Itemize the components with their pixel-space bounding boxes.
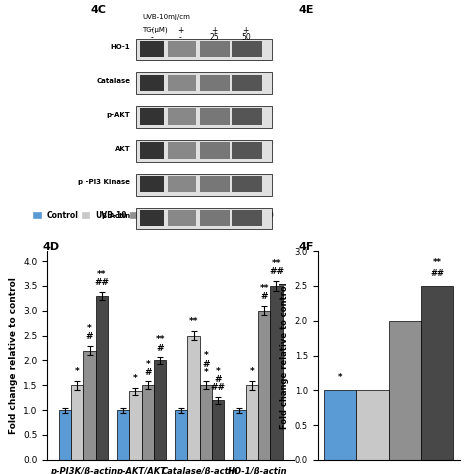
Bar [154,360,166,460]
Bar [200,74,230,91]
Bar [137,38,272,60]
Text: **
##: ** ## [430,258,444,278]
Text: *
#
##: * # ## [211,367,226,392]
Text: 50: 50 [241,33,251,42]
Text: +: + [177,26,183,35]
Bar [200,109,230,125]
Text: **
#: ** # [155,335,165,353]
Text: 4F: 4F [299,242,314,252]
Bar [246,385,258,460]
Text: *
#: * # [144,360,152,377]
Bar [168,210,196,226]
Text: *
#: * # [86,324,93,341]
Text: **
##: ** ## [269,259,284,276]
Text: 4D: 4D [43,242,60,252]
Bar [232,210,262,226]
Text: *: * [338,373,342,382]
Bar [71,385,83,460]
Bar [200,385,212,460]
Text: *
#
*: * # * [202,351,210,377]
Text: -: - [151,33,154,42]
Bar [168,41,196,57]
Bar [168,142,196,158]
Bar [137,73,272,94]
Text: AKT: AKT [115,146,130,152]
Bar [200,41,230,57]
Bar [324,390,356,460]
Bar [96,296,108,460]
Text: +: + [243,26,249,35]
Bar [200,210,230,226]
Text: p-AKT: p-AKT [107,112,130,118]
Text: 4E: 4E [299,5,314,15]
Bar [421,286,453,460]
Bar [200,142,230,158]
Bar [140,74,164,91]
Bar [137,208,272,229]
Bar [140,109,164,125]
Text: -: - [151,26,154,35]
Text: **: ** [189,317,198,326]
Bar [137,140,272,162]
Bar [232,176,262,192]
Y-axis label: Fold change relative to control: Fold change relative to control [280,282,289,429]
Bar [168,74,196,91]
Bar [187,336,200,460]
Text: TG(μM): TG(μM) [142,26,168,33]
Bar [168,109,196,125]
Bar [83,351,96,460]
Legend: Control, UVB-10, UVB10+TG25, UVB10+TG50: Control, UVB-10, UVB10+TG25, UVB10+TG50 [31,209,275,221]
Bar [175,410,187,460]
Bar [232,142,262,158]
Bar [232,41,262,57]
Bar [140,41,164,57]
Bar [168,176,196,192]
Bar [212,400,225,460]
Bar [140,142,164,158]
Text: HO-1: HO-1 [111,44,130,50]
Text: β Actin: β Actin [102,213,130,219]
Bar [117,410,129,460]
Bar [140,176,164,192]
Text: **
#: ** # [259,284,269,301]
Text: -: - [179,33,182,42]
Text: UVB-10mj/cm: UVB-10mj/cm [142,14,190,20]
Text: *: * [75,367,80,376]
Bar [140,210,164,226]
Bar [129,391,142,460]
Bar [137,106,272,128]
Bar [142,385,154,460]
Bar [270,286,283,460]
Text: **
##: ** ## [94,270,109,287]
Bar [59,410,71,460]
Text: *: * [249,367,254,376]
Text: 4C: 4C [90,5,106,15]
Bar [356,390,389,460]
Bar [389,321,421,460]
Bar [137,174,272,196]
Bar [232,109,262,125]
Bar [200,176,230,192]
Text: +: + [211,26,217,35]
Bar [232,74,262,91]
Text: Catalase: Catalase [96,78,130,84]
Text: p -PI3 Kinase: p -PI3 Kinase [78,180,130,185]
Y-axis label: Fold change relative to control: Fold change relative to control [9,277,18,434]
Text: 25: 25 [209,33,219,42]
Bar [258,311,270,460]
Bar [233,410,246,460]
Text: *: * [133,374,138,383]
